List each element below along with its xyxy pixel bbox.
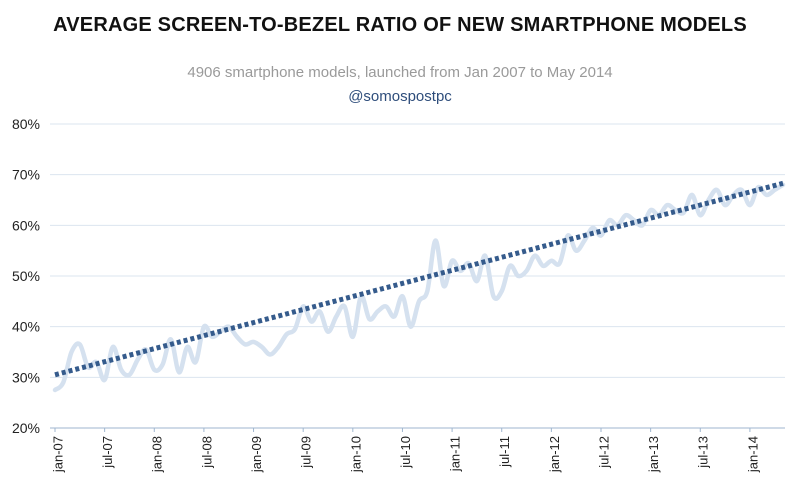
y-tick-label: 50% xyxy=(12,268,40,284)
x-tick-label: jul-08 xyxy=(199,436,214,469)
trend-line xyxy=(54,180,784,378)
x-tick-label: jul-07 xyxy=(100,436,115,469)
x-tick-label: jan-09 xyxy=(249,436,264,473)
y-tick-label: 30% xyxy=(12,369,40,385)
x-tick-label: jan-11 xyxy=(448,436,463,472)
data-line-series xyxy=(52,182,786,393)
x-tick-label: jul-13 xyxy=(696,436,711,469)
y-tick-label: 20% xyxy=(12,420,40,436)
x-axis: jan-07 jul-07 jan-08 jul-08 jan-09 jul-09 jan-… xyxy=(50,428,760,473)
x-tick-label: jan-10 xyxy=(348,436,363,473)
chart-subtitle: 4906 smartphone models, launched from Ja… xyxy=(187,64,613,81)
x-tick-label: jan-12 xyxy=(547,436,562,473)
chart-title: AVERAGE SCREEN-TO-BEZEL RATIO OF NEW SMA… xyxy=(53,14,747,36)
y-tick-label: 40% xyxy=(12,319,40,335)
y-tick-label: 80% xyxy=(12,116,40,132)
x-tick-label: jul-11 xyxy=(497,436,512,468)
x-tick-label: jan-07 xyxy=(50,436,65,473)
grid-lines xyxy=(50,123,785,429)
y-tick-label: 60% xyxy=(12,217,40,233)
y-tick-label: 70% xyxy=(12,167,40,183)
x-tick-label: jul-12 xyxy=(596,436,611,469)
x-tick-label: jul-09 xyxy=(299,436,314,469)
y-axis: 20% 30% 40% 50% 60% 70% 80% xyxy=(12,116,40,436)
source-handle: @somospostpc xyxy=(348,88,452,105)
x-tick-label: jan-14 xyxy=(745,436,760,473)
plot-area xyxy=(52,180,786,393)
x-tick-label: jan-08 xyxy=(150,436,165,473)
x-tick-label: jan-13 xyxy=(646,436,661,473)
x-tick-label: jul-10 xyxy=(398,436,413,469)
